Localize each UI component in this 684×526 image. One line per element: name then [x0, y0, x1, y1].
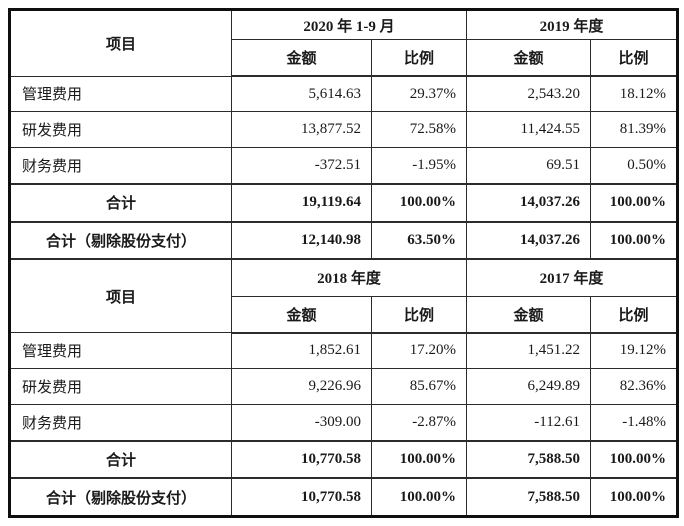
ratio-cell: 85.67%: [371, 367, 467, 405]
amount-cell: 69.51: [466, 147, 591, 185]
amount-cell: 12,140.98: [231, 220, 372, 260]
amount-cell: 14,037.26: [466, 220, 591, 260]
subheader-ratio: 比例: [589, 295, 679, 334]
table-row-period-header: 项目 2020 年 1-9 月 2019 年度: [9, 9, 679, 77]
amount-cell: -112.61: [466, 403, 591, 442]
row-label-rd-expense: 研发费用: [9, 367, 232, 405]
ratio-cell: 100.00%: [371, 439, 467, 479]
table-row-subheader: 金额 比例 金额 比例: [10, 295, 679, 334]
ratio-cell: 17.20%: [371, 332, 467, 369]
amount-cell: 1,451.22: [466, 332, 591, 369]
period-header-2017: 2017 年度: [465, 258, 679, 297]
table-row-total-excl-share-payment: 合计（剔除股份支付） 10,770.58 100.00% 7,588.50 10…: [9, 477, 679, 518]
subheader-ratio: 比例: [371, 295, 467, 334]
ratio-cell: 82.36%: [589, 367, 679, 405]
row-label-total: 合计: [9, 439, 232, 479]
row-label-admin-expense: 管理费用: [9, 332, 232, 369]
ratio-cell: 72.58%: [371, 111, 467, 149]
ratio-cell: 100.00%: [371, 183, 467, 223]
row-label-total: 合计: [9, 183, 232, 223]
ratio-cell: 0.50%: [589, 147, 679, 185]
table-row-admin-expense: 管理费用 1,852.61 17.20% 1,451.22 19.12%: [9, 332, 679, 369]
amount-cell: 7,588.50: [466, 477, 591, 518]
table-row-subheader: 金额 比例 金额 比例: [10, 39, 679, 78]
row-label-finance-expense: 财务费用: [9, 403, 232, 442]
subheader-ratio: 比例: [371, 39, 467, 78]
table-row-total: 合计 19,119.64 100.00% 14,037.26 100.00%: [9, 183, 679, 223]
subheader-amount: 金额: [466, 39, 591, 78]
ratio-cell: -1.48%: [589, 403, 679, 442]
row-label-total-excl-share-payment: 合计（剔除股份支付）: [9, 477, 232, 518]
subheader-amount: 金额: [466, 295, 591, 334]
ratio-cell: 100.00%: [589, 183, 679, 223]
amount-cell: 1,852.61: [231, 332, 372, 369]
amount-cell: 2,543.20: [466, 75, 591, 113]
amount-cell: 5,614.63: [231, 75, 372, 113]
amount-cell: 19,119.64: [231, 183, 372, 223]
ratio-cell: 19.12%: [589, 332, 679, 369]
amount-cell: 9,226.96: [231, 367, 372, 405]
row-label-total-excl-share-payment: 合计（剔除股份支付）: [9, 220, 232, 260]
amount-cell: 14,037.26: [466, 183, 591, 223]
ratio-cell: -1.95%: [371, 147, 467, 185]
subheader-ratio: 比例: [589, 39, 679, 78]
amount-cell: 7,588.50: [466, 439, 591, 479]
table-row-total-excl-share-payment: 合计（剔除股份支付） 12,140.98 63.50% 14,037.26 10…: [9, 220, 679, 260]
period-header-2018: 2018 年度: [231, 258, 467, 297]
ratio-cell: 29.37%: [371, 75, 467, 113]
table-row-rd-expense: 研发费用 9,226.96 85.67% 6,249.89 82.36%: [9, 367, 679, 405]
item-column-header: 项目: [9, 258, 232, 334]
ratio-cell: 100.00%: [589, 477, 679, 518]
item-column-header: 项目: [9, 9, 232, 77]
amount-cell: 10,770.58: [231, 439, 372, 479]
subheader-amount: 金额: [231, 39, 372, 78]
ratio-cell: 18.12%: [589, 75, 679, 113]
period-header-2019: 2019 年度: [465, 9, 679, 40]
ratio-cell: 63.50%: [371, 220, 467, 260]
table-row-rd-expense: 研发费用 13,877.52 72.58% 11,424.55 81.39%: [9, 111, 679, 149]
table-row-finance-expense: 财务费用 -309.00 -2.87% -112.61 -1.48%: [9, 403, 679, 442]
ratio-cell: 81.39%: [589, 111, 679, 149]
subheader-amount: 金额: [231, 295, 372, 334]
row-label-rd-expense: 研发费用: [9, 111, 232, 149]
ratio-cell: 100.00%: [371, 477, 467, 518]
amount-cell: 6,249.89: [466, 367, 591, 405]
table-row-finance-expense: 财务费用 -372.51 -1.95% 69.51 0.50%: [9, 147, 679, 185]
table-row-period-header: 项目 2018 年度 2017 年度: [9, 258, 679, 334]
amount-cell: -372.51: [231, 147, 372, 185]
ratio-cell: 100.00%: [589, 439, 679, 479]
ratio-cell: 100.00%: [589, 220, 679, 260]
amount-cell: 10,770.58: [231, 477, 372, 518]
amount-cell: 11,424.55: [466, 111, 591, 149]
expense-structure-table: 项目 2020 年 1-9 月 2019 年度 金额 比例 金额 比例 管理费用…: [8, 8, 680, 518]
row-label-admin-expense: 管理费用: [9, 75, 232, 113]
ratio-cell: -2.87%: [371, 403, 467, 442]
row-label-finance-expense: 财务费用: [9, 147, 232, 185]
table-row-admin-expense: 管理费用 5,614.63 29.37% 2,543.20 18.12%: [9, 75, 679, 113]
table-row-total: 合计 10,770.58 100.00% 7,588.50 100.00%: [9, 439, 679, 479]
period-header-2020-1-9: 2020 年 1-9 月: [231, 9, 467, 40]
amount-cell: -309.00: [231, 403, 372, 442]
amount-cell: 13,877.52: [231, 111, 372, 149]
